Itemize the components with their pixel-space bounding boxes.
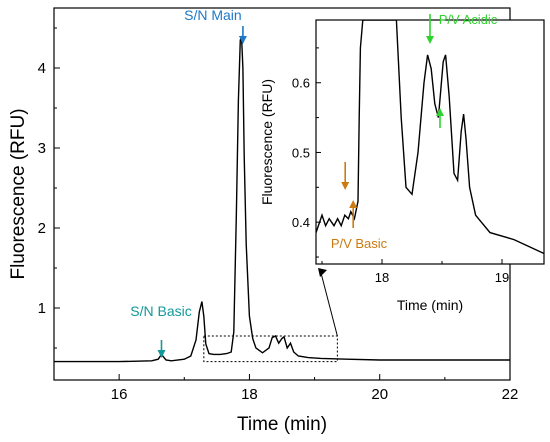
- main-y-ticks: 1 2 3 4: [38, 27, 60, 349]
- sn-main-arrowhead: [238, 36, 247, 44]
- inset-chromatogram-trace: [316, 20, 544, 255]
- main-x-tick-label: 18: [241, 386, 258, 403]
- inset-y-tick-label: 0.6: [292, 76, 310, 91]
- main-y-tick-label: 3: [38, 140, 46, 157]
- main-x-tick-label: 20: [371, 386, 388, 403]
- zoom-region-box: [203, 335, 338, 363]
- sn-basic-label: S/N Basic: [130, 303, 191, 319]
- main-y-axis-title: Fluorescence (RFU): [8, 108, 29, 279]
- inset-x-tick-label: 18: [375, 270, 389, 285]
- inset-y-tick-label: 0.4: [292, 215, 310, 230]
- inset-x-tick-label: 19: [495, 270, 509, 285]
- main-y-tick-label: 4: [38, 60, 46, 77]
- inset-x-axis-title: Time (min): [397, 297, 463, 313]
- main-plot: 16 18 20 22 1 2 3 4 Time (min) Fluorescence (R…: [8, 7, 518, 435]
- pv-basic-arrowhead-down: [341, 182, 350, 190]
- pv-basic-label: P/V Basic: [331, 236, 388, 251]
- main-chromatogram-trace: [54, 35, 510, 363]
- zoom-connector-line: [320, 272, 338, 337]
- sn-basic-arrowhead: [157, 350, 166, 358]
- inset-plot: 18 19 0.40.50.6 Time (min) Fluorescence (…: [259, 12, 545, 313]
- inset-y-tick-label: 0.5: [292, 145, 310, 160]
- main-y-tick-label: 2: [38, 220, 46, 237]
- inset-y-ticks: 0.4 0.5 0.6: [292, 47, 321, 258]
- main-x-ticks: 16 18 20 22: [53, 374, 519, 403]
- pv-acidic-label: P/V Acidic: [439, 12, 498, 27]
- inset-x-ticks: 18 19: [321, 259, 509, 285]
- pv-acidic-arrowhead-down: [426, 36, 434, 44]
- sn-main-label: S/N Main: [184, 7, 242, 23]
- pv-basic-arrowhead-up: [349, 200, 358, 208]
- main-y-tick-label: 1: [38, 300, 46, 317]
- inset-y-axis-title: Fluorescence (RFU): [259, 79, 275, 205]
- main-x-tick-label: 22: [502, 386, 519, 403]
- main-x-tick-label: 16: [111, 386, 128, 403]
- pv-acidic-arrowhead-up: [436, 108, 444, 116]
- inset-plot-background: [316, 20, 544, 264]
- main-x-axis-title: Time (min): [237, 414, 327, 435]
- zoom-connector-arrowhead: [318, 268, 327, 277]
